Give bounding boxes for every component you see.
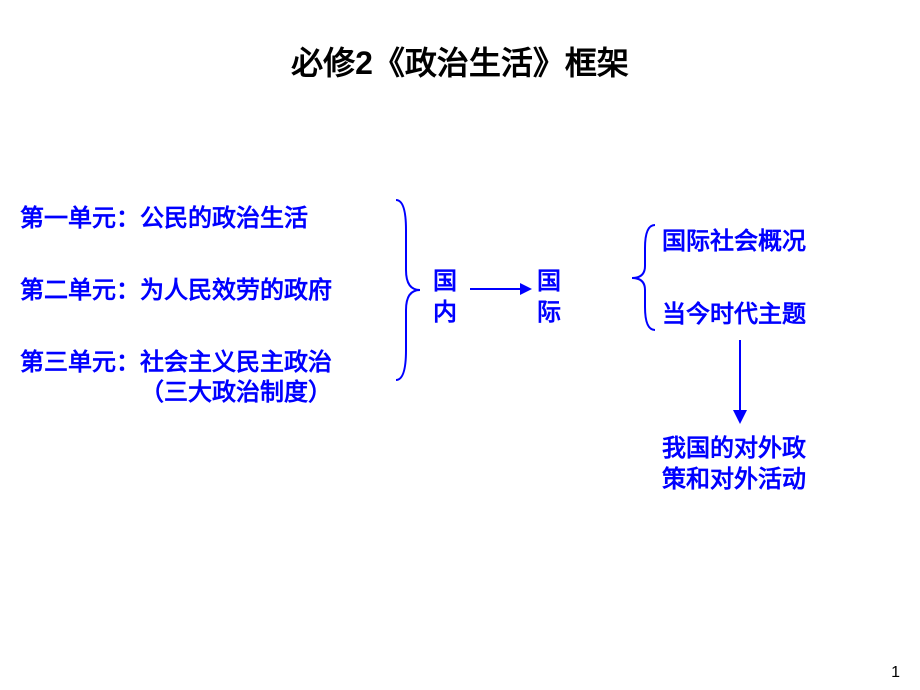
- page-title: 必修2《政治生活》框架: [0, 38, 920, 84]
- unit-3-line2: （三大政治制度）: [140, 372, 332, 407]
- right-item-1: 国际社会概况: [662, 225, 806, 259]
- page-number: 1: [891, 664, 900, 682]
- domestic-label: 国内: [433, 266, 461, 328]
- down-arrow-head: [733, 410, 747, 424]
- unit-2: 第二单元：为人民效劳的政府: [20, 270, 332, 305]
- right-item-3-line1: 我国的对外政: [662, 432, 806, 466]
- international-label: 国际: [537, 266, 565, 328]
- right-item-3-line2: 策和对外活动: [662, 463, 806, 497]
- right-brace: [632, 225, 655, 330]
- center-arrow-head: [520, 283, 532, 295]
- right-item-2: 当今时代主题: [662, 298, 806, 332]
- unit-1: 第一单元：公民的政治生活: [20, 198, 308, 233]
- left-brace: [396, 200, 420, 380]
